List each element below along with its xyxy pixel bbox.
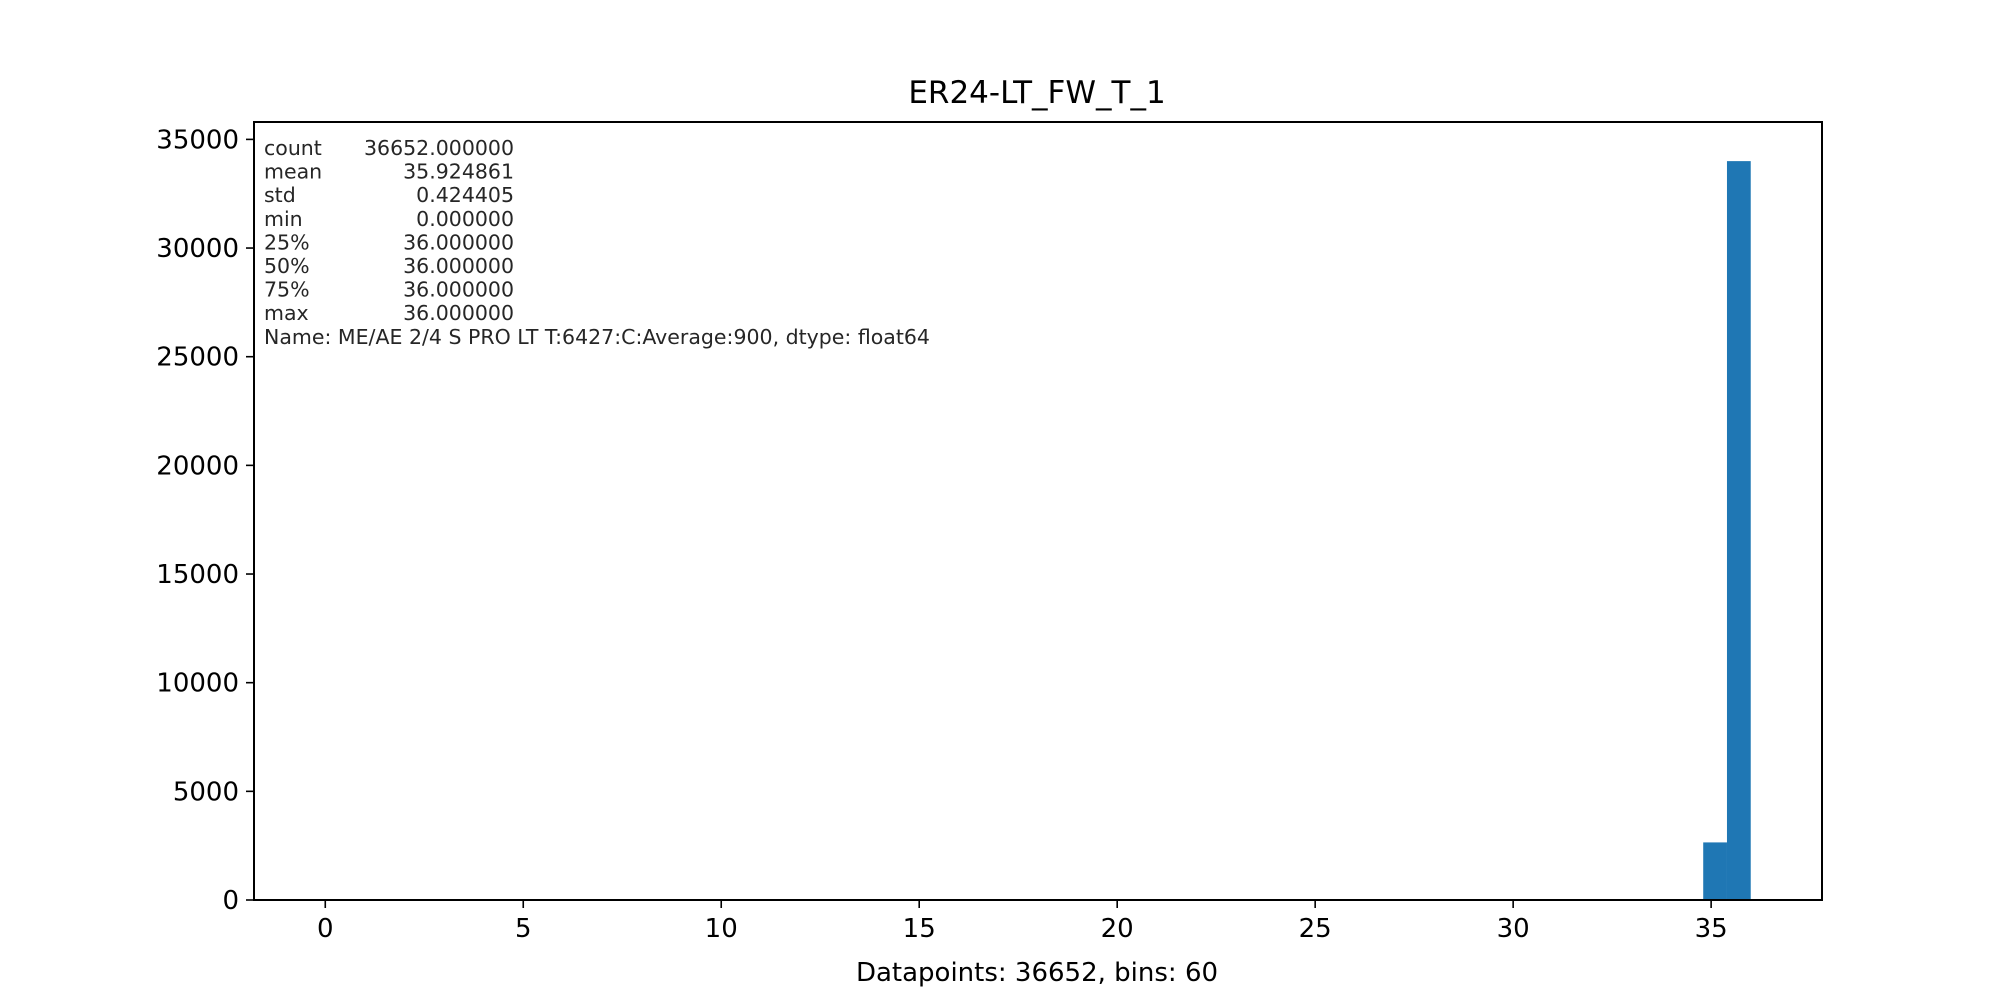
y-tick-label: 30000 xyxy=(156,234,239,264)
chart-title: ER24-LT_FW_T_1 xyxy=(908,75,1165,111)
histogram-bar xyxy=(1703,842,1727,900)
stats-label: mean xyxy=(264,160,322,184)
bars-group xyxy=(1703,161,1751,900)
x-tick-label: 25 xyxy=(1299,914,1332,944)
x-tick-label: 15 xyxy=(903,914,936,944)
y-tick-label: 15000 xyxy=(156,560,239,590)
stats-label: max xyxy=(264,301,309,325)
y-tick-label: 0 xyxy=(222,886,239,916)
stats-value: 36.000000 xyxy=(403,254,514,278)
stats-value: 36.000000 xyxy=(403,230,514,254)
plot-frame xyxy=(253,121,1823,901)
y-tick-label: 10000 xyxy=(156,669,239,699)
stats-value: 36.000000 xyxy=(403,301,514,325)
stats-value: 36652.000000 xyxy=(364,136,514,160)
y-tick-label: 5000 xyxy=(173,777,239,807)
x-axis-label: Datapoints: 36652, bins: 60 xyxy=(856,958,1218,988)
stats-value: 0.424405 xyxy=(416,183,514,207)
x-tick-label: 5 xyxy=(515,914,532,944)
histogram-bar xyxy=(1726,161,1751,900)
stats-label: count xyxy=(264,136,322,160)
y-axis: 0 5000 10000 15000 20000 25000 30000 35000 xyxy=(156,125,254,916)
stats-label: std xyxy=(264,183,296,207)
x-tick-label: 0 xyxy=(317,914,334,944)
stats-label: 50% xyxy=(264,254,310,278)
y-tick-label: 25000 xyxy=(156,343,239,373)
stats-value: 0.000000 xyxy=(416,207,514,231)
x-tick-label: 20 xyxy=(1101,914,1134,944)
stats-label: 25% xyxy=(264,230,310,254)
y-tick-label: 35000 xyxy=(156,125,239,155)
x-axis: 0 5 10 15 20 25 30 35 xyxy=(317,900,1728,944)
stats-value: 35.924861 xyxy=(403,160,514,184)
stats-label: min xyxy=(264,207,303,231)
y-tick-label: 20000 xyxy=(156,451,239,481)
x-tick-label: 30 xyxy=(1497,914,1530,944)
stats-label: 75% xyxy=(264,278,310,302)
x-tick-label: 35 xyxy=(1695,914,1728,944)
stats-footer: Name: ME/AE 2/4 S PRO LT T:6427:C:Averag… xyxy=(264,325,930,349)
stats-annotation: count 36652.000000 mean 35.924861 std 0.42440… xyxy=(264,136,930,349)
x-tick-label: 10 xyxy=(705,914,738,944)
stats-value: 36.000000 xyxy=(403,278,514,302)
